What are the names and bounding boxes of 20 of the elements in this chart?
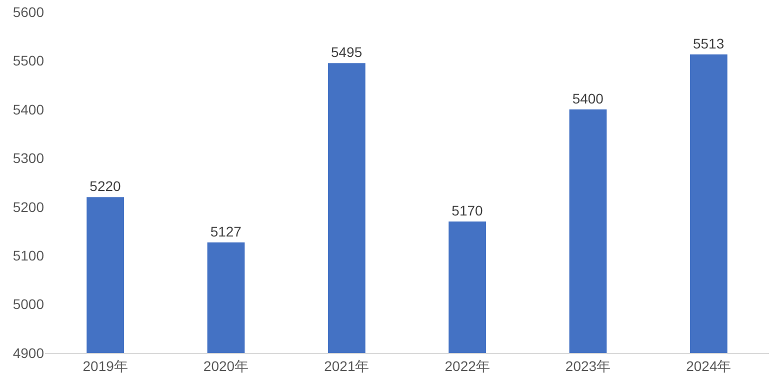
x-tick-label: 2024年 [686,358,732,374]
x-tick-label: 2023年 [565,358,611,374]
x-tick-label: 2021年 [324,358,370,374]
y-tick-label: 5300 [12,150,44,166]
data-label: 5127 [210,223,242,240]
y-tick-label: 5100 [12,247,44,264]
y-tick-label: 5000 [12,296,44,312]
y-tick-label: 5400 [12,101,44,118]
data-label: 5170 [452,202,484,218]
data-label: 5495 [330,44,362,60]
y-tick-label: 5500 [12,52,44,69]
x-tick-label: 2019年 [82,358,128,374]
x-tick-label: 2020年 [203,358,249,374]
x-tick-label: 2022年 [444,358,490,374]
data-label: 5513 [692,35,724,52]
y-tick-label: 5200 [12,198,44,215]
y-tick-label: 5600 [12,4,44,20]
y-tick-label: 4900 [12,344,44,361]
data-label: 5400 [572,90,604,106]
data-label: 5220 [90,178,122,194]
